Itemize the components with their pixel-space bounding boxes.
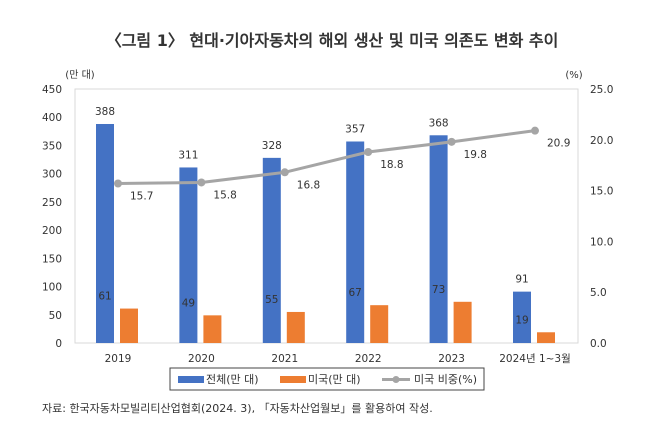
data-label-share: 20.9 bbox=[547, 138, 570, 150]
right-tick-label: 5.0 bbox=[590, 287, 607, 299]
x-tick-label: 2019 bbox=[105, 353, 132, 365]
right-tick-label: 15.0 bbox=[590, 186, 613, 198]
bar-us bbox=[286, 311, 305, 343]
source-note: 자료: 한국자동차모빌리티산업협회(2024. 3), 「자동차산업월보」를 활… bbox=[42, 401, 433, 415]
point-share bbox=[531, 126, 539, 135]
x-tick-label: 2020 bbox=[188, 353, 215, 365]
right-tick-label: 0.0 bbox=[590, 338, 607, 350]
data-label-total: 311 bbox=[178, 149, 198, 161]
left-tick-label: 150 bbox=[42, 253, 62, 265]
bar-us bbox=[370, 305, 389, 343]
data-label-total: 91 bbox=[515, 274, 528, 286]
left-tick-label: 300 bbox=[42, 169, 62, 181]
left-tick-label: 450 bbox=[42, 84, 62, 96]
bar-us bbox=[453, 301, 472, 343]
legend-label-total: 전체(만 대) bbox=[206, 373, 259, 386]
x-tick-label: 2021 bbox=[271, 353, 298, 365]
left-tick-label: 250 bbox=[42, 197, 62, 209]
bar-us bbox=[537, 332, 555, 343]
left-tick-label: 0 bbox=[55, 338, 62, 350]
data-label-total: 368 bbox=[429, 117, 449, 129]
left-tick-label: 350 bbox=[42, 140, 62, 152]
legend-box bbox=[169, 367, 485, 391]
data-label-us: 67 bbox=[349, 287, 362, 299]
bar-us bbox=[203, 315, 222, 343]
plot-frame bbox=[74, 88, 579, 344]
bar-us bbox=[120, 308, 138, 343]
x-tick-label: 2023 bbox=[438, 353, 465, 365]
legend-label-share: 미국 비중(%) bbox=[414, 373, 477, 386]
bar-total bbox=[513, 291, 531, 343]
left-tick-label: 200 bbox=[42, 225, 62, 237]
legend-label-us: 미국(만 대) bbox=[308, 373, 361, 386]
bar-total bbox=[96, 123, 114, 344]
bar-total bbox=[179, 167, 198, 343]
x-tick-label: 2024년 1~3월 bbox=[499, 353, 571, 365]
chart-title: 〈그림 1〉 현대·기아자동차의 해외 생산 및 미국 의존도 변화 추이 bbox=[106, 31, 559, 50]
legend-marker-share bbox=[392, 376, 400, 383]
right-tick-label: 20.0 bbox=[590, 135, 613, 147]
point-share bbox=[364, 147, 373, 156]
right-axis-unit: (%) bbox=[565, 70, 582, 81]
left-axis-unit: (만 대) bbox=[65, 69, 94, 81]
data-label-us: 19 bbox=[515, 314, 528, 326]
left-tick-label: 50 bbox=[49, 310, 62, 322]
point-share bbox=[197, 178, 206, 187]
bar-total bbox=[346, 141, 365, 343]
legend-swatch-us bbox=[280, 376, 306, 383]
point-share bbox=[114, 179, 122, 188]
data-label-share: 18.8 bbox=[380, 159, 403, 171]
data-label-share: 19.8 bbox=[464, 149, 487, 161]
data-label-us: 61 bbox=[98, 291, 111, 303]
data-label-share: 15.8 bbox=[213, 189, 236, 201]
line-share bbox=[117, 129, 536, 185]
data-label-us: 55 bbox=[265, 294, 278, 306]
left-tick-label: 400 bbox=[42, 112, 62, 124]
data-label-share: 15.7 bbox=[130, 190, 153, 202]
data-label-total: 357 bbox=[345, 123, 365, 135]
data-label-us: 73 bbox=[432, 284, 445, 296]
data-label-us: 49 bbox=[182, 297, 195, 309]
point-share bbox=[447, 137, 456, 146]
legend-swatch-total bbox=[178, 376, 204, 383]
right-tick-label: 10.0 bbox=[590, 236, 613, 248]
right-tick-label: 25.0 bbox=[590, 84, 613, 96]
legend: 전체(만 대) 미국(만 대) 미국 비중(%) bbox=[169, 367, 485, 391]
left-tick-label: 100 bbox=[42, 282, 62, 294]
data-label-total: 388 bbox=[95, 106, 115, 118]
data-label-share: 16.8 bbox=[297, 179, 320, 191]
bar-total bbox=[429, 135, 448, 343]
point-share bbox=[280, 168, 289, 177]
data-label-total: 328 bbox=[262, 140, 282, 152]
x-tick-label: 2022 bbox=[355, 353, 382, 365]
bar-total bbox=[262, 157, 281, 343]
